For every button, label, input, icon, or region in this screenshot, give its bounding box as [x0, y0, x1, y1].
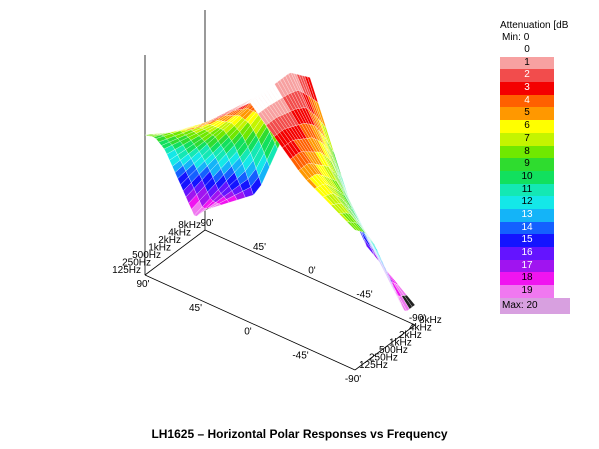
- legend-min: Min: 0: [500, 32, 570, 44]
- freq-tick-left-6: 8kHz: [178, 220, 201, 231]
- angle-tick-back-2: 0': [308, 266, 316, 277]
- angle-tick-front-3: -45': [292, 350, 308, 361]
- freq-tick-right-6: 8kHz: [419, 315, 442, 326]
- legend-min-value: 0: [523, 32, 530, 43]
- legend-level-15: 15: [500, 234, 554, 247]
- legend-max-value: 20: [526, 299, 538, 311]
- floor-edge-3: [204, 229, 416, 326]
- legend-level-2: 2: [500, 69, 554, 83]
- legend-level-16: 16: [500, 247, 554, 260]
- angle-tick-front-0: 90': [136, 279, 149, 290]
- legend-title: Attenuation [dB: [500, 20, 569, 31]
- legend-level-19: 19: [500, 285, 554, 298]
- freq-tick-right-1: 250Hz: [369, 353, 398, 364]
- floor-edge-2: [354, 324, 416, 371]
- freq-tick-left-4: 2kHz: [158, 235, 181, 246]
- legend-level-3: 3: [500, 82, 554, 95]
- freq-tick-left-3: 1kHz: [148, 243, 171, 254]
- response-surface: [144, 72, 416, 312]
- freq-tick-left-0: 125Hz: [112, 265, 141, 276]
- legend-max: Max: 20: [500, 297, 570, 314]
- angle-tick-front-1: 45': [189, 303, 202, 314]
- freq-tick-left-1: 250Hz: [122, 258, 151, 269]
- surface-plot: 125Hz250Hz500Hz1kHz2kHz4kHz8kHz125Hz250H…: [112, 10, 442, 385]
- legend-level-4: 4: [500, 94, 554, 108]
- legend-level-18: 18: [500, 272, 554, 286]
- legend-level-0: 0: [500, 44, 554, 57]
- floor-edge-0: [144, 274, 356, 371]
- freq-tick-right-5: 4kHz: [409, 323, 432, 334]
- legend-level-11: 11: [500, 183, 554, 197]
- angle-tick-back-0: -90': [409, 313, 425, 324]
- legend-levels: 0 1 2 3 4 5 6 7 8 9 10 11 12 13 14 15 16 17 18 19: [500, 44, 570, 298]
- freq-tick-left-5: 4kHz: [168, 228, 191, 239]
- angle-tick-back-4: 90': [200, 218, 213, 229]
- axis-ticks: 125Hz250Hz500Hz1kHz2kHz4kHz8kHz125Hz250H…: [112, 218, 442, 385]
- legend-level-13: 13: [500, 208, 554, 222]
- legend-level-17: 17: [500, 259, 554, 273]
- angle-tick-front-2: 0': [244, 327, 252, 338]
- legend-level-9: 9: [500, 158, 554, 171]
- angle-tick-back-1: -45': [356, 289, 372, 300]
- chart-title: LH1625 – Horizontal Polar Responses vs F…: [151, 427, 448, 441]
- freq-tick-right-2: 500Hz: [379, 345, 408, 356]
- surface-patch: [346, 221, 359, 231]
- legend-level-1: 1: [500, 56, 554, 70]
- legend-level-6: 6: [500, 120, 554, 133]
- angle-tick-back-3: 45': [253, 242, 266, 253]
- legend-level-14: 14: [500, 221, 554, 235]
- freq-tick-left-2: 500Hz: [132, 250, 161, 261]
- legend-min-label: Min:: [502, 32, 521, 43]
- angle-tick-front-4: -90': [345, 374, 361, 385]
- legend-level-10: 10: [500, 170, 554, 184]
- legend-level-7: 7: [500, 132, 554, 146]
- freq-tick-right-3: 1kHz: [389, 338, 412, 349]
- legend-max-label: Max:: [502, 299, 524, 311]
- freq-tick-right-4: 2kHz: [399, 330, 422, 341]
- legend-level-12: 12: [500, 196, 554, 209]
- legend-level-8: 8: [500, 145, 554, 159]
- freq-tick-right-0: 125Hz: [359, 360, 388, 371]
- legend-level-5: 5: [500, 107, 554, 121]
- floor-edge-1: [144, 229, 206, 276]
- color-legend: Attenuation [dB Min: 0 0 1 2 3 4 5 6 7 8 9 10 11 12 1…: [500, 20, 570, 314]
